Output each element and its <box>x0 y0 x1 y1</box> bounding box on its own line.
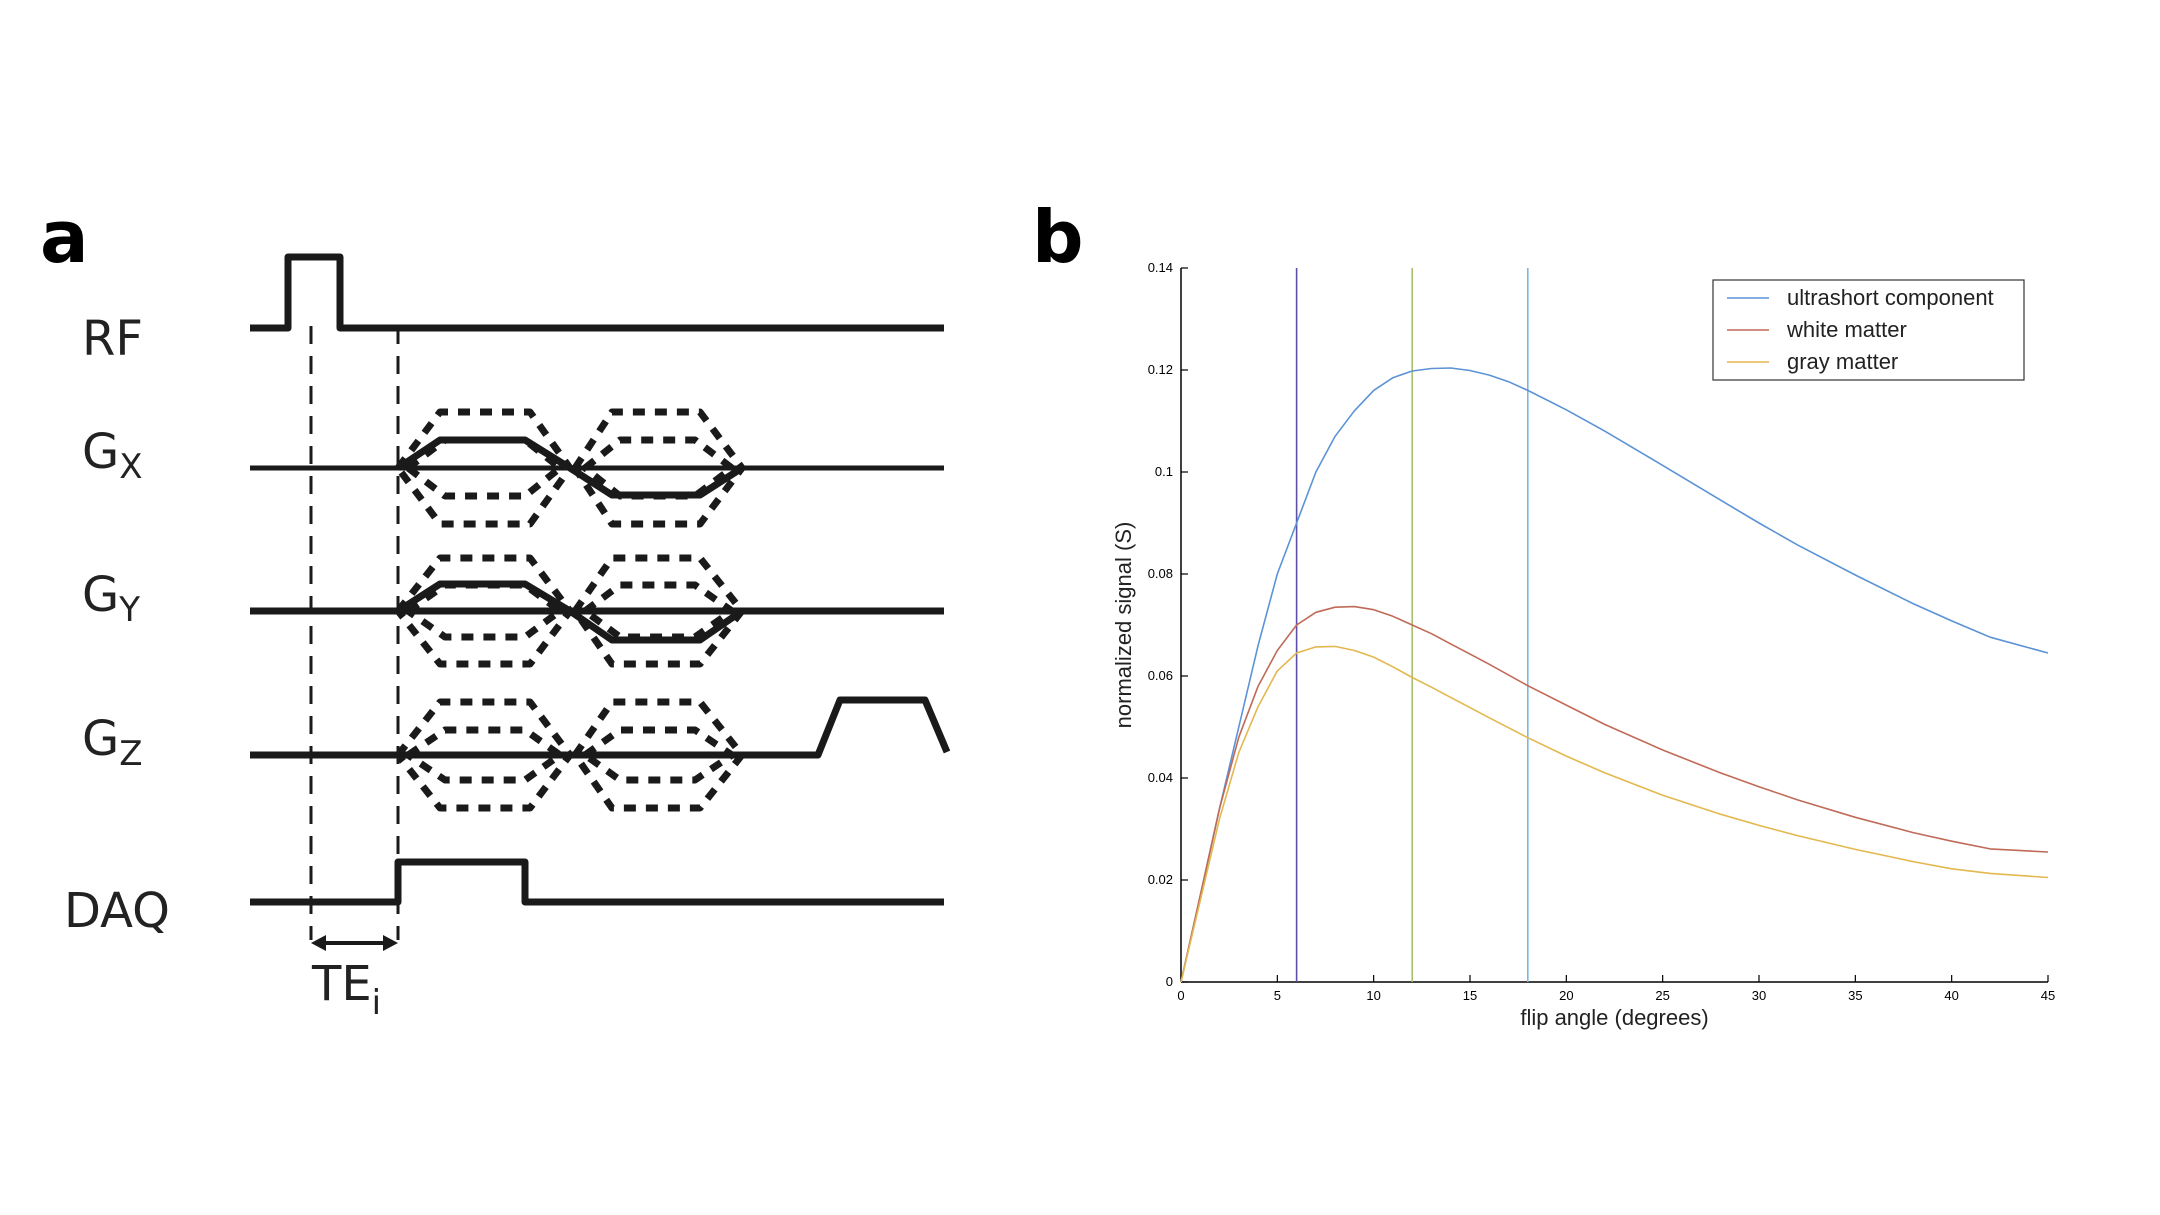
flip-angle-chart: b 0 5 10 15 20 25 30 35 40 45 0 0.02 0.04 0.06 0.08 0.1… <box>1032 195 2055 1030</box>
chart-plot-area: 0 5 10 15 20 25 30 35 40 45 0 0.02 0.04 0.06 0.08 0.1 0.… <box>1111 260 2055 1030</box>
y-tick-label: 0.08 <box>1148 566 1173 581</box>
series-line-white-matter <box>1180 605 2049 983</box>
legend-entry: gray matter <box>1787 349 1898 374</box>
gy-waveform <box>250 554 944 668</box>
gz-waveform <box>250 696 951 812</box>
y-axis-title: normalized signal (S) <box>1111 522 1136 729</box>
legend-entry: ultrashort component <box>1787 285 1994 310</box>
y-tick-label: 0.06 <box>1148 668 1173 683</box>
gz-label: GZ <box>82 711 143 774</box>
y-tick-label: 0.04 <box>1148 770 1173 785</box>
series-line-ultrashort-component <box>1180 367 2049 983</box>
x-tick-label: 25 <box>1655 988 1669 1003</box>
panel-b-letter: b <box>1032 195 1084 279</box>
daq-waveform <box>250 858 944 906</box>
y-tick-label: 0 <box>1166 974 1173 989</box>
x-tick-label: 15 <box>1463 988 1477 1003</box>
rf-waveform <box>250 253 944 332</box>
y-tick-label: 0.02 <box>1148 872 1173 887</box>
gx-label: GX <box>82 424 143 487</box>
gx-waveform <box>250 408 944 528</box>
x-tick-label: 10 <box>1366 988 1380 1003</box>
rf-label: RF <box>82 311 143 367</box>
x-tick-label: 5 <box>1274 988 1281 1003</box>
legend-entry: white matter <box>1786 317 1907 342</box>
x-tick-label: 20 <box>1559 988 1573 1003</box>
x-tick-label: 30 <box>1752 988 1766 1003</box>
x-tick-label: 35 <box>1848 988 1862 1003</box>
pulse-sequence-diagram: a RF GX GY GZ DAQ <box>40 195 951 1023</box>
x-tick-label: 0 <box>1177 988 1184 1003</box>
daq-label: DAQ <box>64 883 170 939</box>
gy-label: GY <box>82 567 140 630</box>
te-label: TEi <box>311 956 381 1023</box>
x-tick-label: 40 <box>1944 988 1958 1003</box>
x-axis-title: flip angle (degrees) <box>1520 1005 1708 1030</box>
panel-a-letter: a <box>40 195 89 279</box>
x-tick-label: 45 <box>2041 988 2055 1003</box>
legend: ultrashort component white matter gray mat… <box>1712 279 2025 381</box>
te-arrow <box>311 935 398 951</box>
series-line-gray-matter <box>1180 645 2049 983</box>
y-tick-label: 0.14 <box>1148 260 1173 275</box>
y-tick-label: 0.12 <box>1148 362 1173 377</box>
y-tick-label: 0.1 <box>1155 464 1173 479</box>
